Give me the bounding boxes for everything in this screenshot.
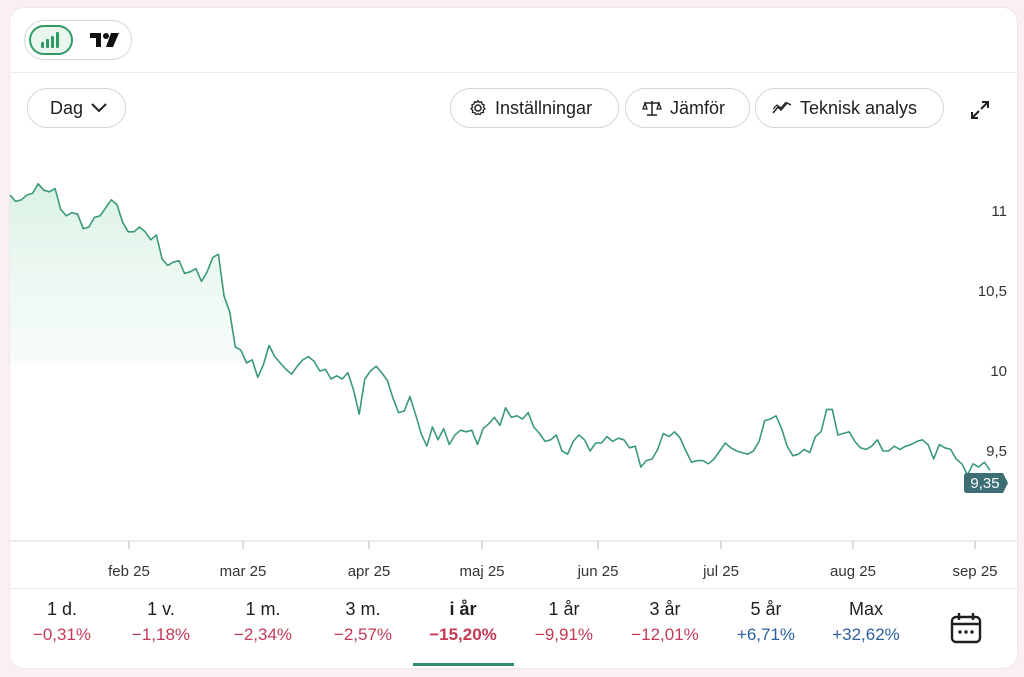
trend-icon	[772, 101, 792, 114]
period-option[interactable]: 1 år −9,91%	[516, 599, 612, 645]
period-change: −9,91%	[534, 625, 594, 644]
view-toggle-bar	[10, 8, 1017, 73]
period-change: −0,31%	[32, 625, 92, 644]
x-tick-label: apr 25	[348, 563, 391, 580]
period-label: Max	[848, 599, 883, 619]
settings-button[interactable]: Inställningar	[450, 88, 619, 128]
period-option[interactable]: 3 år −12,01%	[617, 599, 713, 645]
period-label: 1 v.	[147, 599, 175, 619]
tradingview-option[interactable]	[83, 25, 127, 55]
tradingview-logo-icon	[90, 33, 119, 47]
period-label: 3 år	[649, 599, 681, 619]
y-axis: 11 10,5 10 9,5	[978, 203, 1007, 460]
x-tick-label: jun 25	[577, 563, 619, 580]
period-label: 1 d.	[46, 599, 78, 619]
price-area-fill	[10, 183, 258, 363]
y-tick-label: 10	[990, 363, 1007, 380]
price-chart[interactable]: feb 25 mar 25 apr 25 maj 25 jun 25 jul 25 aug …	[10, 8, 1017, 588]
x-tick-label: sep 25	[952, 563, 997, 580]
y-tick-label: 11	[991, 203, 1007, 220]
last-price-text: 9,35	[970, 475, 999, 492]
period-option[interactable]: 1 m. −2,34%	[215, 599, 311, 645]
gear-icon	[470, 99, 486, 116]
scale-icon	[642, 100, 662, 116]
technical-analysis-label: Teknisk analys	[800, 97, 918, 118]
stock-chart-card: Dag Inställningar Jämför Teknisk analys	[10, 8, 1017, 668]
chart-view-option[interactable]	[29, 25, 73, 55]
period-change: −1,18%	[131, 625, 191, 644]
period-change: −2,34%	[233, 625, 293, 644]
period-change: +32,62%	[832, 625, 900, 644]
interval-dropdown[interactable]: Dag	[27, 88, 126, 128]
y-tick-label: 9,5	[986, 443, 1007, 460]
chart-view-toggle[interactable]	[24, 20, 132, 60]
x-tick-label: feb 25	[108, 563, 150, 580]
period-label: 3 m.	[345, 599, 381, 619]
x-tick-label: jul 25	[702, 563, 739, 580]
x-tick-label: mar 25	[220, 563, 267, 580]
expand-icon[interactable]	[968, 98, 992, 122]
period-change: +6,71%	[736, 625, 796, 644]
period-change: −12,01%	[631, 625, 699, 644]
period-option[interactable]: 1 v. −1,18%	[113, 599, 209, 645]
period-label: 5 år	[750, 599, 782, 619]
settings-label: Inställningar	[495, 97, 593, 118]
bar-chart-icon	[41, 32, 59, 48]
calendar-icon[interactable]	[949, 611, 983, 645]
period-label: i år	[449, 599, 477, 619]
price-line	[10, 183, 991, 476]
compare-button[interactable]: Jämför	[625, 88, 750, 128]
period-label: 1 år	[548, 599, 580, 619]
period-change: −15,20%	[429, 625, 497, 644]
x-tick-label: maj 25	[459, 563, 504, 580]
technical-analysis-button[interactable]: Teknisk analys	[755, 88, 944, 128]
period-label: 1 m.	[245, 599, 281, 619]
period-option[interactable]: 1 d. −0,31%	[14, 599, 110, 645]
period-selector: 1 d. −0,31% 1 v. −1,18% 1 m. −2,34% 3 m. −2,57%…	[10, 588, 1017, 668]
chevron-down-icon	[91, 103, 107, 113]
y-tick-label: 10,5	[978, 283, 1007, 300]
period-option[interactable]: i år −15,20%	[415, 599, 511, 645]
period-change: −2,57%	[333, 625, 393, 644]
active-period-indicator	[413, 663, 514, 666]
interval-label: Dag	[50, 97, 84, 118]
x-tick-label: aug 25	[830, 563, 876, 580]
x-axis: feb 25 mar 25 apr 25 maj 25 jun 25 jul 25 aug …	[108, 541, 998, 580]
period-option[interactable]: 3 m. −2,57%	[315, 599, 411, 645]
period-option[interactable]: 5 år +6,71%	[718, 599, 814, 645]
compare-label: Jämför	[670, 97, 726, 118]
last-price-label: 9,35	[964, 473, 1008, 493]
period-option[interactable]: Max +32,62%	[818, 599, 914, 645]
